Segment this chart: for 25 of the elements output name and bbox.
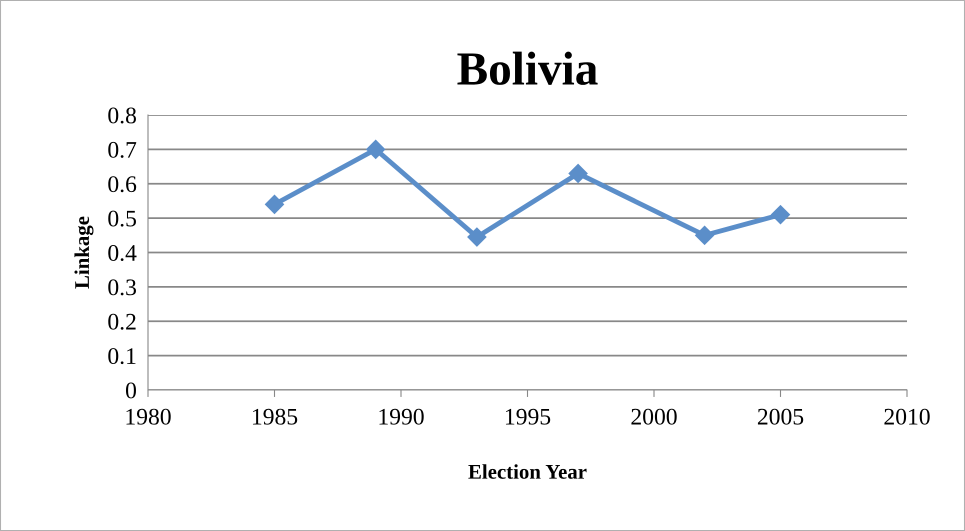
point: [770, 205, 790, 224]
x-tick-label: 2010: [884, 408, 930, 425]
x-tick-label: 1985: [252, 408, 298, 425]
y-axis-title: Linkage: [74, 216, 94, 289]
point: [366, 140, 386, 159]
y-tick-label: 0.1: [108, 348, 136, 364]
x-tick-label: 1995: [506, 408, 550, 425]
y-tick-label: 0.2: [108, 314, 136, 330]
point: [467, 228, 486, 247]
y-tick-label: 0.5: [108, 210, 136, 227]
x-axis-title: Election Year: [468, 464, 587, 479]
x-tick-label: 2005: [758, 408, 804, 425]
point: [264, 194, 284, 214]
y-tick-label: 0: [126, 382, 136, 398]
point: [695, 226, 714, 245]
y-tick-label: 0.8: [108, 107, 136, 124]
y-tick-label: 0.7: [108, 142, 136, 158]
x-tick-label: 1990: [379, 408, 424, 425]
point: [568, 164, 588, 183]
x-tick-label: 1980: [126, 408, 171, 425]
chart-title: Bolivia: [457, 52, 598, 85]
x-tick-label: 2000: [631, 408, 677, 425]
y-tick-label: 0.3: [108, 279, 136, 296]
y-tick-label: 0.4: [108, 244, 137, 262]
y-tick-label: 0.6: [108, 176, 136, 192]
